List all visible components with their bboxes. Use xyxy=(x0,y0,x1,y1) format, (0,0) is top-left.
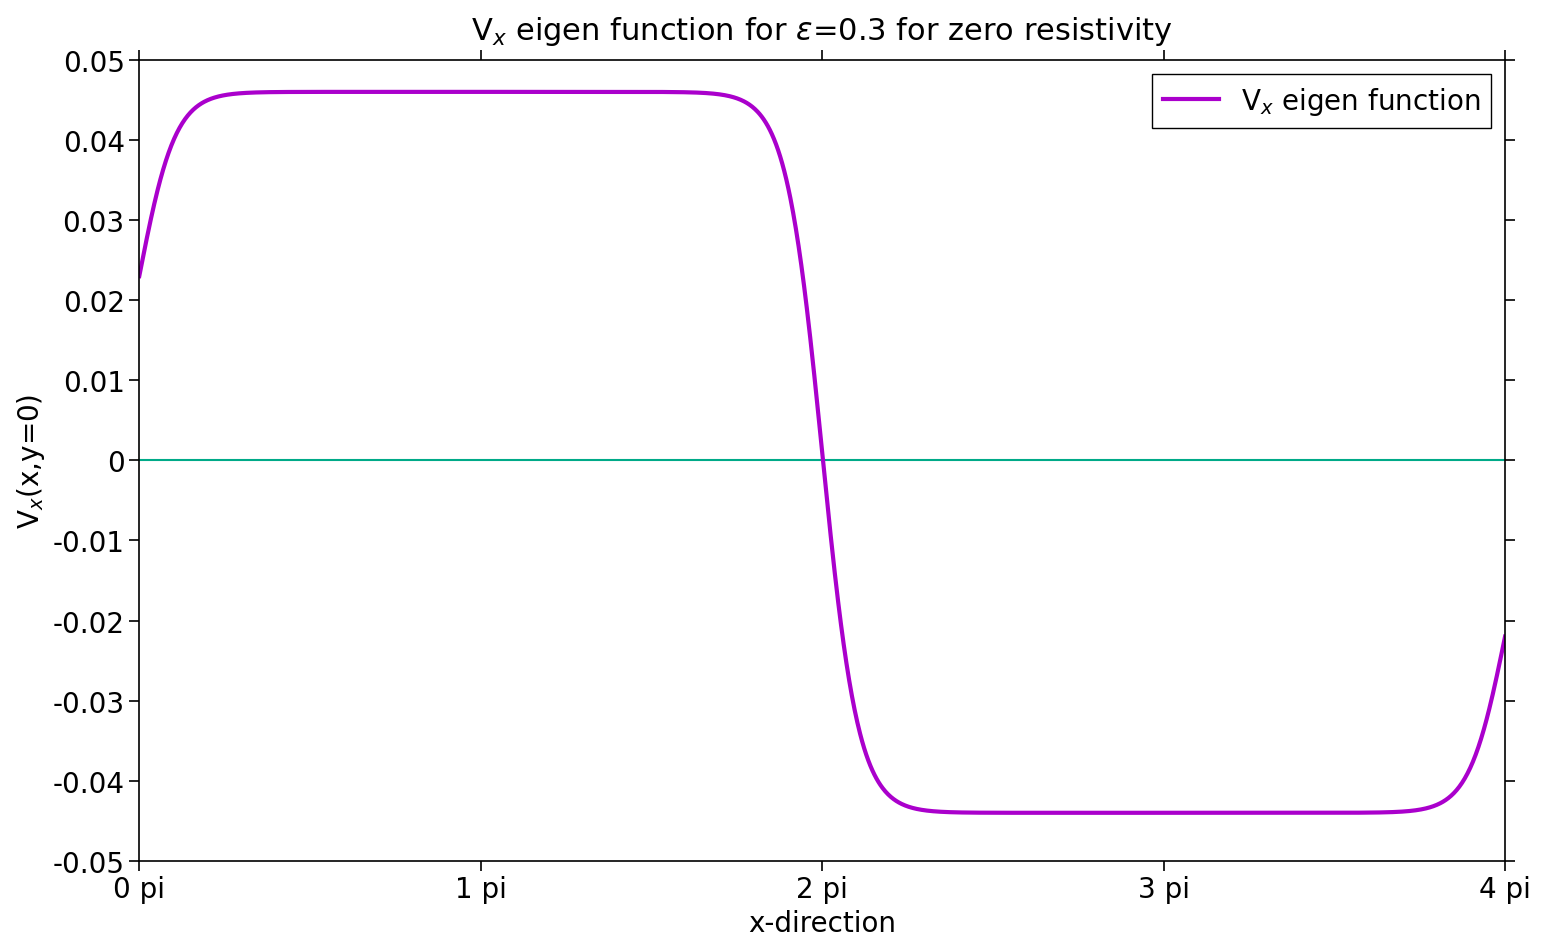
Legend: V$_x$ eigen function: V$_x$ eigen function xyxy=(1152,74,1492,129)
V$_x$ eigen function xyxy=(130,271,148,283)
V$_x$ eigen function xyxy=(1456,770,1475,782)
V$_x$ eigen function xyxy=(759,121,778,132)
V$_x$ eigen function xyxy=(1161,807,1180,819)
V$_x$ eigen function xyxy=(199,95,218,107)
Line: V$_x$ eigen function: V$_x$ eigen function xyxy=(139,92,1506,813)
V$_x$ eigen function xyxy=(1207,807,1226,819)
V$_x$ eigen function xyxy=(465,87,484,98)
V$_x$ eigen function xyxy=(1497,631,1515,643)
Y-axis label: V$_x$(x,y=0): V$_x$(x,y=0) xyxy=(15,393,46,528)
V$_x$ eigen function xyxy=(795,281,813,292)
Title: V$_x$ eigen function for $\varepsilon$=0.3 for zero resistivity: V$_x$ eigen function for $\varepsilon$=0… xyxy=(472,15,1173,48)
X-axis label: x-direction: x-direction xyxy=(748,909,897,937)
V$_x$ eigen function xyxy=(1458,769,1476,781)
